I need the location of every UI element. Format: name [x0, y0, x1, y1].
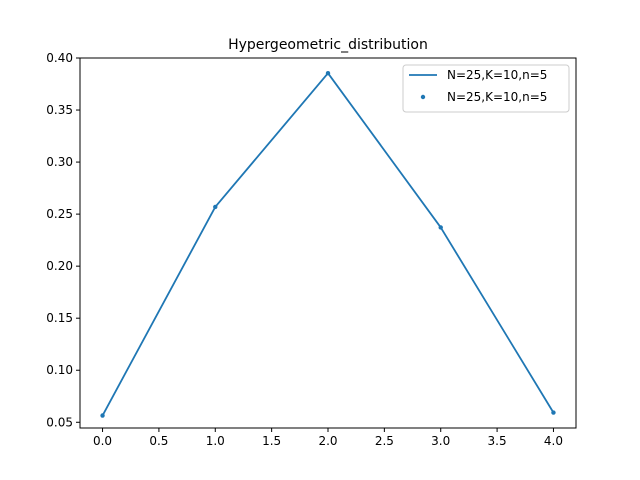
- y-tick-label: 0.05: [46, 415, 73, 429]
- y-axis-ticks: 0.05 0.10 0.15 0.20 0.25 0.30 0.35 0.40: [46, 51, 80, 429]
- x-tick-label: 0.0: [93, 434, 112, 448]
- legend-label-line: N=25,K=10,n=5: [447, 68, 547, 82]
- y-tick-label: 0.15: [46, 311, 73, 325]
- y-tick-label: 0.40: [46, 51, 73, 65]
- legend: N=25,K=10,n=5 N=25,K=10,n=5: [402, 64, 570, 113]
- x-tick-label: 3.5: [488, 434, 507, 448]
- x-tick-label: 3.0: [431, 434, 450, 448]
- scatter-point: [100, 413, 105, 418]
- scatter-point: [438, 225, 443, 230]
- y-tick-label: 0.20: [46, 259, 73, 273]
- y-tick-label: 0.30: [46, 155, 73, 169]
- x-tick-label: 4.0: [544, 434, 563, 448]
- y-tick-label: 0.10: [46, 363, 73, 377]
- x-tick-label: 0.5: [149, 434, 168, 448]
- scatter-point: [213, 204, 218, 210]
- legend-label-scatter: N=25,K=10,n=5: [447, 90, 547, 104]
- x-tick-label: 2.5: [375, 434, 394, 448]
- legend-box: [402, 64, 570, 113]
- plot-frame: [79, 57, 577, 429]
- x-axis-ticks: 0.0 0.5 1.0 1.5 2.0 2.5 3.0 3.5 4.0: [93, 428, 563, 448]
- y-tick-label: 0.25: [46, 207, 73, 221]
- chart-title: Hypergeometric_distribution: [228, 37, 428, 53]
- scatter-point: [325, 70, 331, 76]
- plot-series: [100, 70, 556, 418]
- x-tick-label: 1.5: [262, 434, 281, 448]
- legend-scatter-swatch: [420, 94, 426, 100]
- x-tick-label: 1.0: [206, 434, 225, 448]
- x-tick-label: 2.0: [318, 434, 337, 448]
- y-tick-label: 0.35: [46, 103, 73, 117]
- scatter-point: [551, 410, 556, 415]
